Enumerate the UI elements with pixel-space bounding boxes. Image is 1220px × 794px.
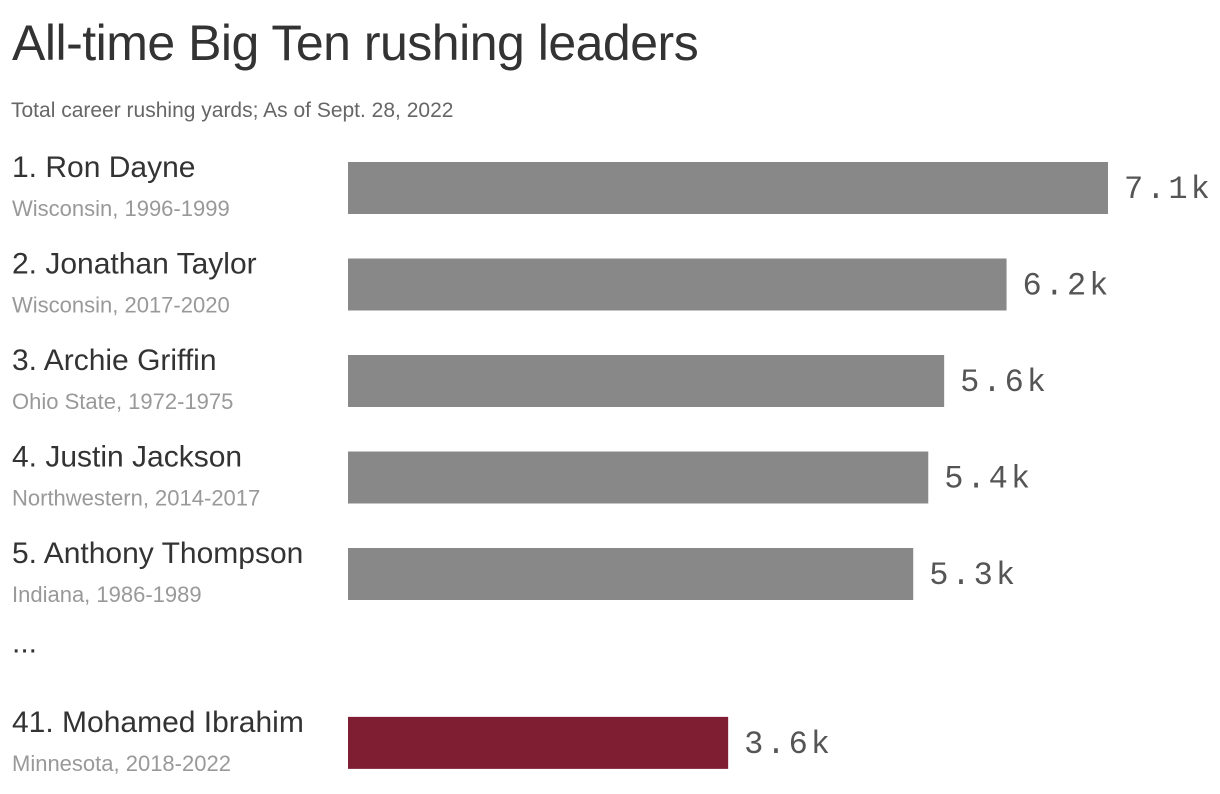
bar-detail-label: Ohio State, 1972-1975 [12, 389, 233, 414]
bar-name-label: 1. Ron Dayne [12, 151, 195, 184]
bar-detail-label: Wisconsin, 2017-2020 [12, 293, 230, 318]
bar-name-label: 2. Jonathan Taylor [12, 248, 257, 281]
bar-name-label: 4. Justin Jackson [12, 441, 242, 474]
bar [348, 451, 929, 504]
bar-value-label: 7.1k [1124, 171, 1213, 208]
bar-value-label: 5.3k [929, 557, 1018, 594]
bar-name-label: 3. Archie Griffin [12, 344, 217, 377]
bar-value-label: 5.4k [944, 461, 1033, 498]
bar-detail-label: Indiana, 1986-1989 [12, 582, 202, 607]
bar-value-label: 3.6k [744, 726, 833, 763]
bar-name-label: 41. Mohamed Ibrahim [12, 706, 304, 739]
bar-value-label: 6.2k [1023, 268, 1112, 305]
bar [348, 716, 729, 769]
chart-title: All-time Big Ten rushing leaders [12, 15, 699, 71]
bar [348, 548, 914, 600]
bar-name-label: 5. Anthony Thompson [12, 537, 303, 570]
bar-detail-label: Minnesota, 2018-2022 [12, 751, 231, 776]
bar [348, 162, 1108, 214]
bar [348, 258, 1007, 311]
ellipsis-label: ... [12, 627, 37, 660]
bar [348, 355, 945, 407]
bar-detail-label: Northwestern, 2014-2017 [12, 486, 260, 511]
bar-value-label: 5.6k [960, 364, 1049, 401]
chart-subtitle: Total career rushing yards; As of Sept. … [11, 99, 454, 122]
bar-detail-label: Wisconsin, 1996-1999 [12, 196, 230, 221]
